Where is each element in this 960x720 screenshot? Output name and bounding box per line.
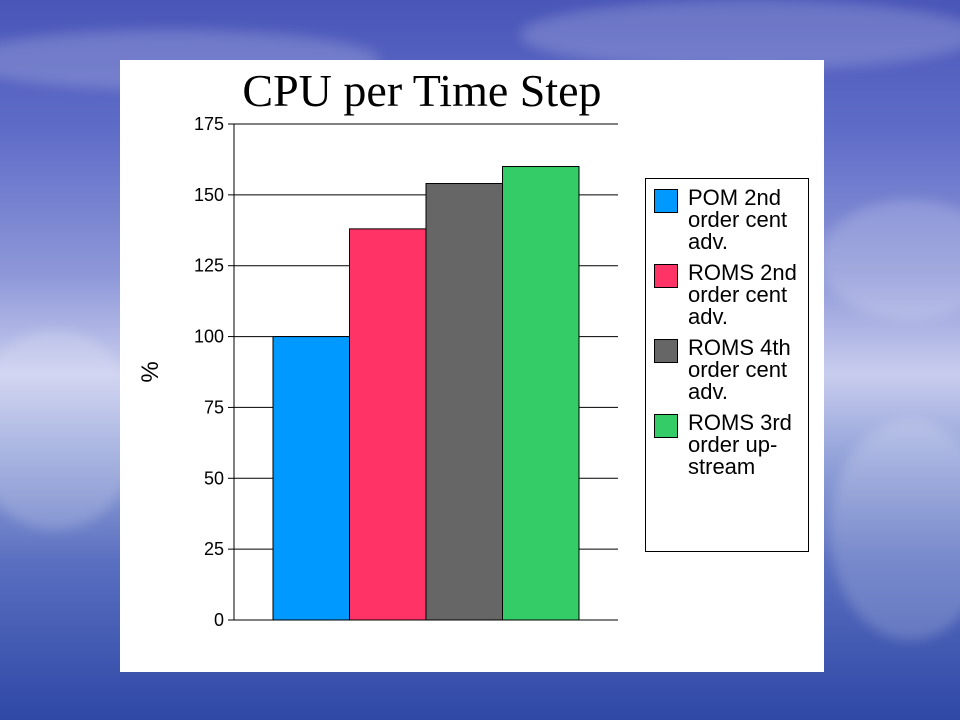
chart-panel: CPU per Time Step 0 25 50 75 100 125 150 175% P… [120, 60, 824, 672]
y-tick-label: 25 [204, 539, 224, 559]
background-streak [820, 200, 960, 320]
y-tick-label: 75 [204, 397, 224, 417]
y-axis-label: % [137, 361, 164, 382]
y-tick-label: 175 [194, 114, 224, 134]
bar-1 [272, 336, 350, 621]
y-tick-label: 125 [194, 256, 224, 276]
y-tick-label: 50 [204, 468, 224, 488]
background-streak [830, 420, 960, 640]
background-streak [0, 330, 140, 530]
legend-swatch [654, 264, 678, 288]
bar-4 [502, 166, 580, 621]
bar-2 [349, 228, 427, 621]
y-tick-label: 150 [194, 185, 224, 205]
legend-swatch [654, 189, 678, 213]
legend-label: ROMS 4th order cent adv. [688, 335, 791, 404]
y-tick-label: 100 [194, 327, 224, 347]
legend-item: ROMS 4th order cent adv. [654, 337, 802, 403]
legend-item: ROMS 3rd order up-stream [654, 412, 802, 478]
legend-label: ROMS 3rd order up-stream [688, 410, 792, 479]
legend-item: POM 2nd order cent adv. [654, 187, 802, 253]
background-streak [520, 0, 960, 70]
y-tick-label: 0 [214, 610, 224, 630]
legend-item: ROMS 2nd order cent adv. [654, 262, 802, 328]
legend-swatch [654, 414, 678, 438]
chart-title: CPU per Time Step [242, 65, 602, 116]
legend-label: ROMS 2nd order cent adv. [688, 260, 797, 329]
chart-legend: POM 2nd order cent adv. ROMS 2nd order ce… [645, 178, 809, 552]
bar-chart: 0 25 50 75 100 125 150 175% [137, 114, 618, 630]
legend-swatch [654, 339, 678, 363]
legend-label: POM 2nd order cent adv. [688, 185, 788, 254]
bar-3 [425, 183, 503, 621]
